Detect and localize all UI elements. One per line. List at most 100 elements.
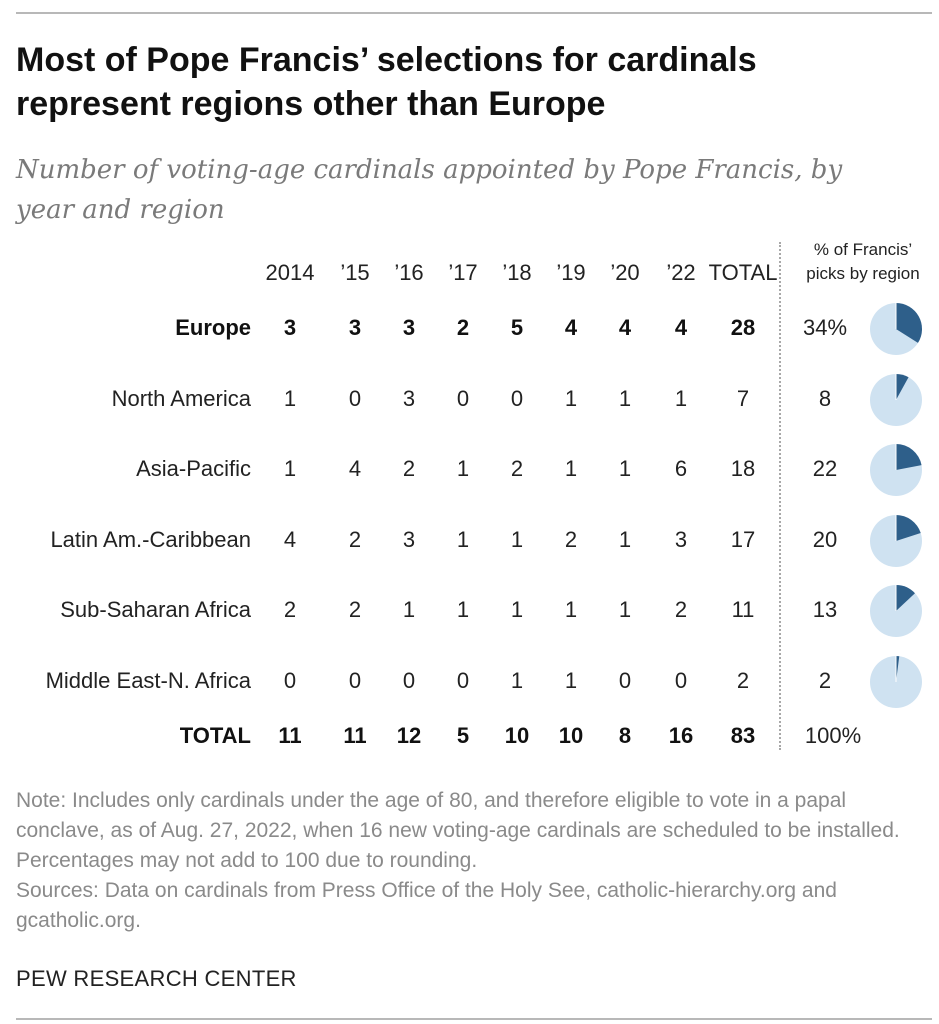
value-cell: 4 [618, 315, 632, 340]
sources-text: Sources: Data on cardinals from Press Of… [16, 879, 837, 932]
value-cell: 1 [618, 527, 632, 552]
row-label: Europe [175, 315, 251, 340]
value-cell: 4 [283, 527, 297, 552]
value-cell: 1 [564, 597, 578, 622]
value-cell: 1 [618, 597, 632, 622]
row-label: Middle East-N. Africa [45, 668, 251, 693]
value-cell: 2 [564, 527, 578, 552]
table-row: Asia-Pacific 1 4 2 1 2 1 1 6 18 22 [0, 439, 939, 499]
value-cell: 0 [618, 668, 632, 693]
chart-subtitle: Number of voting-age cardinals appointed… [16, 155, 843, 225]
bottom-rule [16, 1018, 932, 1020]
value-cell: 1 [456, 527, 470, 552]
value-cell: 1 [674, 386, 688, 411]
value-cell: 2 [674, 597, 688, 622]
note-text: Note: Includes only cardinals under the … [16, 789, 900, 872]
source-org: PEW RESEARCH CENTER [16, 966, 297, 991]
value-cell: 1 [618, 386, 632, 411]
row-label: North America [111, 386, 251, 411]
pct-value: 100% [804, 723, 862, 748]
top-rule [16, 12, 932, 14]
value-cell: 1 [618, 456, 632, 481]
value-cell: 1 [564, 456, 578, 481]
value-cell: 3 [283, 315, 297, 340]
column-header: ’19 [556, 260, 586, 285]
value-cell: 11 [278, 723, 302, 748]
pie-slice [896, 303, 922, 343]
row-total-cell: 83 [730, 723, 756, 748]
row-total-cell: 28 [730, 315, 756, 340]
column-header: ’17 [448, 260, 478, 285]
table-row: Middle East-N. Africa 0 0 0 0 1 1 0 0 2 2 [0, 651, 939, 711]
value-cell: 3 [402, 315, 416, 340]
column-header: TOTAL [708, 260, 778, 285]
chart-title: Most of Pope Francis’ selections for car… [16, 41, 757, 123]
value-cell: 0 [348, 386, 362, 411]
value-cell: 2 [456, 315, 470, 340]
pct-header-line1: % of Francis’ [813, 240, 913, 259]
row-label: Sub-Saharan Africa [60, 597, 251, 622]
pct-value: 22 [812, 456, 838, 481]
value-cell: 2 [348, 597, 362, 622]
value-cell: 12 [396, 723, 422, 748]
row-total-cell: 11 [731, 597, 755, 622]
pie-slice [896, 374, 909, 400]
row-label: Asia-Pacific [136, 456, 251, 481]
region-share-pie [870, 515, 922, 567]
region-share-pie [870, 585, 922, 637]
column-header: 2014 [265, 260, 315, 285]
pct-value: 13 [812, 597, 838, 622]
row-label: Latin Am.-Caribbean [50, 527, 251, 552]
value-cell: 0 [348, 668, 362, 693]
value-cell: 3 [674, 527, 688, 552]
dotted-divider [779, 242, 781, 750]
value-cell: 2 [510, 456, 524, 481]
pie-slice [896, 585, 915, 611]
value-cell: 1 [283, 456, 297, 481]
row-total-cell: 17 [730, 527, 756, 552]
value-cell: 0 [674, 668, 688, 693]
value-cell: 5 [456, 723, 470, 748]
table-row: TOTAL 11 11 12 5 10 10 8 16 83 100% [0, 706, 939, 766]
value-cell: 3 [402, 527, 416, 552]
pct-value: 20 [812, 527, 838, 552]
value-cell: 5 [510, 315, 524, 340]
pie-slice [896, 656, 900, 682]
value-cell: 1 [510, 597, 524, 622]
table-row: Sub-Saharan Africa 2 2 1 1 1 1 1 2 11 13 [0, 580, 939, 640]
value-cell: 0 [510, 386, 524, 411]
pie-slice [896, 515, 921, 541]
value-cell: 1 [510, 668, 524, 693]
column-header: ’18 [502, 260, 532, 285]
region-share-pie [870, 374, 922, 426]
value-cell: 8 [618, 723, 632, 748]
row-total-cell: 18 [730, 456, 756, 481]
value-cell: 1 [283, 386, 297, 411]
table-row: North America 1 0 3 0 0 1 1 1 7 8 [0, 369, 939, 429]
pct-header-line2: picks by region [806, 264, 920, 283]
value-cell: 1 [510, 527, 524, 552]
region-share-pie [870, 656, 922, 708]
value-cell: 2 [402, 456, 416, 481]
table-row: Latin Am.-Caribbean 4 2 3 1 1 2 1 3 17 20 [0, 510, 939, 570]
value-cell: 0 [456, 386, 470, 411]
value-cell: 16 [668, 723, 694, 748]
value-cell: 10 [504, 723, 530, 748]
table-row: Europe 3 3 3 2 5 4 4 4 28 34% [0, 298, 939, 358]
value-cell: 1 [456, 597, 470, 622]
value-cell: 1 [564, 668, 578, 693]
value-cell: 11 [343, 723, 367, 748]
column-header: ’22 [666, 260, 696, 285]
value-cell: 4 [564, 315, 578, 340]
pie-slice [896, 444, 922, 470]
row-label: TOTAL [179, 723, 251, 748]
value-cell: 6 [674, 456, 688, 481]
row-total-cell: 7 [736, 386, 750, 411]
value-cell: 1 [456, 456, 470, 481]
value-cell: 4 [674, 315, 688, 340]
pct-value: 2 [818, 668, 832, 693]
value-cell: 3 [402, 386, 416, 411]
value-cell: 10 [558, 723, 584, 748]
value-cell: 0 [283, 668, 297, 693]
value-cell: 2 [348, 527, 362, 552]
